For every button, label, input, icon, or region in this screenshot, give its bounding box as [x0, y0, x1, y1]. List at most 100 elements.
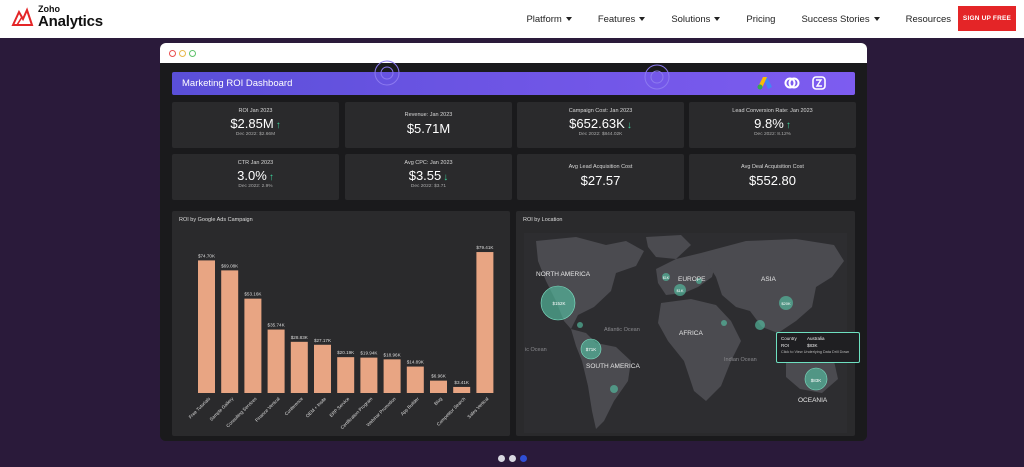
kpi-card[interactable]: ROI Jan 2023 $2.85M ↑ Dec 2022: $2.66M	[172, 102, 339, 148]
kpi-card[interactable]: Lead Conversion Rate: Jan 2023 9.8% ↑ Dec 2…	[689, 102, 856, 148]
nav-item-features[interactable]: Features	[598, 14, 646, 25]
map-tooltip: Country Australia ROI $83K Click to View U…	[776, 332, 860, 363]
kpi-label: Lead Conversion Rate: Jan 2023	[732, 108, 813, 114]
bar-value-label: $19.94K	[360, 351, 378, 356]
map-bubble[interactable]	[804, 367, 828, 391]
bar[interactable]	[314, 344, 331, 393]
tooltip-hint[interactable]: Click to View Underlying Data Drill Down	[781, 350, 850, 354]
window-maximize-dot-icon	[189, 50, 196, 57]
ocean-label: Atlantic Ocean	[604, 327, 640, 333]
kpi-card[interactable]: Revenue: Jan 2023 $5.71M	[345, 102, 512, 148]
tooltip-roi-value: $83K	[807, 343, 818, 348]
nav-item-solutions[interactable]: Solutions	[671, 13, 721, 25]
map-bubble[interactable]	[696, 278, 702, 284]
bar[interactable]	[406, 366, 424, 393]
kpi-value-row: $652.63K ↓	[517, 116, 684, 131]
roi-by-campaign-panel: ROI by Google Ads Campaign $74.70K Free T…	[172, 211, 510, 436]
bar[interactable]	[244, 298, 262, 393]
region-label: AFRICA	[679, 330, 704, 337]
nav-item-label: Solutions	[671, 13, 711, 25]
map-bubble[interactable]	[721, 320, 727, 326]
land-africa	[658, 299, 741, 401]
roi-by-location-panel: ROI by Location	[516, 211, 855, 436]
dashboard: Marketing ROI Dashboard ROI Jan 2023 $2.8…	[160, 60, 867, 441]
bar[interactable]	[221, 270, 239, 393]
kpi-value: $3.55	[408, 168, 442, 183]
kpi-label: Avg Lead Acquisition Cost	[568, 164, 633, 170]
kpi-card[interactable]: Avg Deal Acquisition Cost $552.80	[689, 154, 856, 200]
bar[interactable]	[383, 359, 401, 393]
pager-dot[interactable]	[519, 455, 527, 462]
kpi-card[interactable]: Avg CPC: Jan 2023 $3.55 ↓ Dec 2022: $3.71	[345, 154, 512, 200]
bar[interactable]	[337, 357, 355, 393]
bar[interactable]	[453, 386, 471, 393]
pager-dot[interactable]	[508, 455, 516, 462]
nav-item-label: Platform	[526, 13, 562, 25]
bar-value-label: $27.17K	[314, 338, 332, 343]
kpi-card[interactable]: CTR Jan 2023 3.0% ↑ Dec 2022: 2.9%	[172, 154, 339, 200]
nav-item-success-stories[interactable]: Success Stories	[801, 14, 880, 25]
tooltip-country-value: Australia	[807, 336, 825, 341]
logo-top-text: Zoho	[38, 4, 60, 14]
crm-app-icon	[812, 76, 826, 90]
kpi-value-row: 9.8% ↑	[689, 116, 856, 131]
bar-value-label: $18.96K	[384, 352, 402, 357]
region-label: OCEANIA	[798, 397, 828, 404]
logo-mark-icon	[11, 7, 34, 26]
bar-value-label: $20.19K	[337, 350, 355, 355]
bar-value-label: $69.08K	[221, 263, 239, 268]
bar[interactable]	[360, 357, 378, 393]
ocean-label: ic Ocean	[525, 347, 547, 353]
nav-item-label: Resources	[905, 13, 951, 25]
top-navbar: Zoho Analytics Platform Features Solutions…	[0, 0, 1024, 38]
bubble-label: $20K	[781, 301, 791, 306]
category-tick-label: App Builder	[400, 396, 421, 417]
kpi-value: 3.0%	[237, 168, 267, 183]
bubble-label: $1K	[663, 276, 670, 280]
kpi-value: $5.71M	[406, 121, 451, 136]
map-bubble[interactable]	[577, 322, 583, 328]
map-bubble[interactable]	[610, 385, 618, 393]
nav-item-resources[interactable]: Resources	[906, 14, 951, 25]
logo-name-text: Analytics	[38, 13, 103, 30]
bar[interactable]	[267, 329, 285, 393]
bar[interactable]	[290, 341, 308, 393]
bar-value-label: $6.96K	[431, 374, 446, 379]
kpi-comparison: Dec 2022: $3.71	[410, 184, 447, 189]
kpi-value: $27.57	[580, 173, 621, 188]
category-tick-label: Finance Vertical	[254, 396, 281, 423]
map-bubble[interactable]	[662, 273, 670, 281]
pager-dot[interactable]	[497, 455, 505, 462]
bar[interactable]	[430, 380, 447, 393]
kpi-value: $552.80	[749, 173, 796, 188]
bar-value-label: $74.70K	[198, 253, 216, 258]
bar-value-label: $28.83K	[291, 335, 309, 340]
category-tick-label: Free Tutorials	[188, 396, 212, 420]
zoho-analytics-logo[interactable]: Zoho Analytics	[10, 5, 103, 29]
category-tick-label: Blog	[433, 396, 443, 406]
kpi-value: $652.63K	[569, 116, 625, 131]
tooltip-roi-key: ROI	[781, 343, 790, 348]
map-bubble[interactable]	[674, 284, 686, 296]
map-bubble[interactable]	[779, 296, 793, 310]
kpi-card[interactable]: Campaign Cost: Jan 2023 $652.63K ↓ Dec 2022…	[517, 102, 684, 148]
trend-down-arrow-icon: ↓	[443, 172, 449, 183]
kpi-card[interactable]: Avg Lead Acquisition Cost $27.57	[517, 154, 684, 200]
nav-item-pricing[interactable]: Pricing	[746, 14, 775, 25]
map-bubble[interactable]	[580, 338, 602, 360]
kpi-value: 9.8%	[754, 116, 784, 131]
kpi-comparison: Dec 2022: 8.12%	[754, 132, 791, 137]
bar[interactable]	[198, 260, 215, 393]
map-bubble[interactable]	[755, 320, 765, 330]
bar[interactable]	[476, 252, 494, 393]
window-minimize-dot-icon	[179, 50, 186, 57]
browser-title-bar	[160, 43, 867, 63]
world-map[interactable]: $152K $71K $1K $20K $1K $83K NORTH AMERI…	[516, 211, 855, 436]
region-label: ASIA	[761, 276, 776, 283]
nav-item-platform[interactable]: Platform	[526, 13, 572, 25]
google-ads-icon	[757, 77, 772, 90]
kpi-value-row: $2.85M ↑	[172, 116, 339, 131]
bar-chart-title: ROI by Google Ads Campaign	[179, 217, 253, 223]
sign-up-free-button[interactable]: SIGN UP FREE	[958, 6, 1016, 31]
map-bubble[interactable]	[540, 285, 576, 321]
